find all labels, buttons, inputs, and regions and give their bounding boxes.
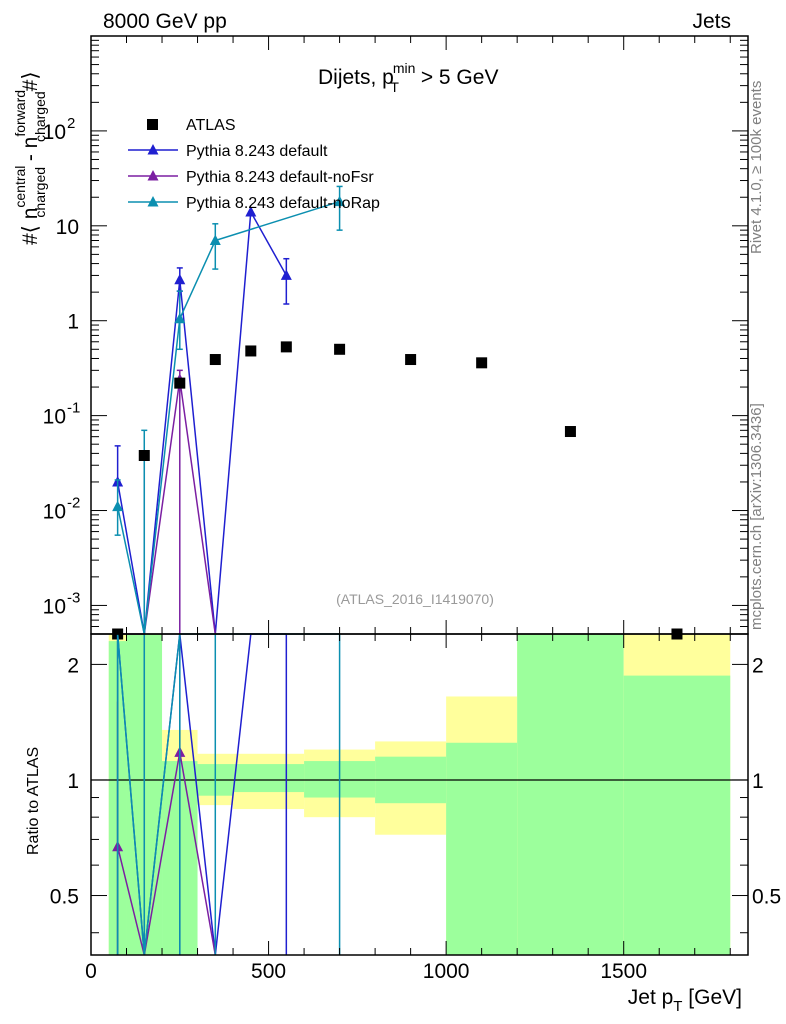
legend-label-default: Pythia 8.243 default [186,143,328,160]
green-band-4 [233,764,305,793]
green-band-8 [517,634,624,955]
rivet-label: Rivet 4.1.0, ≥ 100k events [748,81,765,254]
ratio-bands [91,634,748,955]
legend-label-nofsr: Pythia 8.243 default-noFsr [186,169,374,186]
y-tick-exponent: -3 [67,589,80,606]
legend-marker-default [147,144,159,155]
main-ylabel: #⟨ ncentral charged - nforward charged#⟩ [12,71,48,245]
atlas-point [476,357,488,369]
atlas-point [280,341,292,353]
nofsr-ratio-line [116,752,217,956]
x-tick-label: 0 [85,960,97,983]
y-tick-label: 10 [56,216,79,239]
legend-label-atlas: ATLAS [186,117,236,134]
ratio-tick-label-left: 1 [67,770,79,793]
y-tick-exponent: -1 [67,400,80,417]
green-band-7 [446,742,518,955]
ratio-ylabel: Ratio to ATLAS [25,747,42,855]
y-tick-label: 10 [43,406,66,429]
legend-marker-nofsr [147,170,159,181]
ratio-frame [90,633,749,956]
legend: ATLAS Pythia 8.243 default Pythia 8.243 de… [128,117,380,212]
atlas-point [138,450,150,462]
default-line [116,209,287,635]
atlas-point [245,345,257,357]
mcplots-label: mcplots.cern.ch [arXiv:1306.3436] [748,403,765,630]
ratio-tick-label-right: 1 [752,770,764,793]
x-tick-label: 1500 [600,960,647,983]
y-tick-exponent: 2 [67,115,75,132]
x-axis-title: Jet pT [GeV] [628,986,742,1015]
norap-point [174,312,186,324]
atlas-point [334,343,346,355]
norap-point [112,500,124,512]
analysis-reference: (ATLAS_2016_I1419070) [336,591,494,607]
default-point [174,273,186,285]
atlas-point [405,354,417,366]
y-tick-label: 10 [43,121,66,144]
y-tick-label: 10 [43,501,66,524]
y-tick-exponent: -2 [67,495,80,512]
y-tick-label: 1 [67,311,79,334]
header-energy: 8000 GeV pp [103,10,227,33]
norap-point [209,234,221,246]
norap-point [334,195,346,207]
default-point [280,269,292,280]
atlas-point [209,354,221,366]
legend-marker-norap [147,196,159,207]
green-band-9 [623,675,731,955]
x-tick-label: 1000 [423,960,470,983]
x-tick-label: 500 [251,960,286,983]
header-jets: Jets [692,10,731,33]
ratio-tick-label-right: 0.5 [752,886,781,909]
legend-marker-atlas [147,119,158,130]
norap-line [116,200,340,635]
default-point [245,205,257,217]
y-tick-label: 10 [43,595,66,618]
atlas-point [564,426,576,438]
main-data [112,185,683,640]
ratio-tick-label-right: 2 [752,654,764,677]
plot-title: Dijets, pmin T > 5 GeV [318,60,498,95]
ratio-tick-label-left: 2 [67,654,79,677]
atlas-point [174,377,186,389]
ratio-tick-label-left: 0.5 [50,886,79,909]
legend-label-norap: Pythia 8.243 default-noRap [186,195,380,212]
